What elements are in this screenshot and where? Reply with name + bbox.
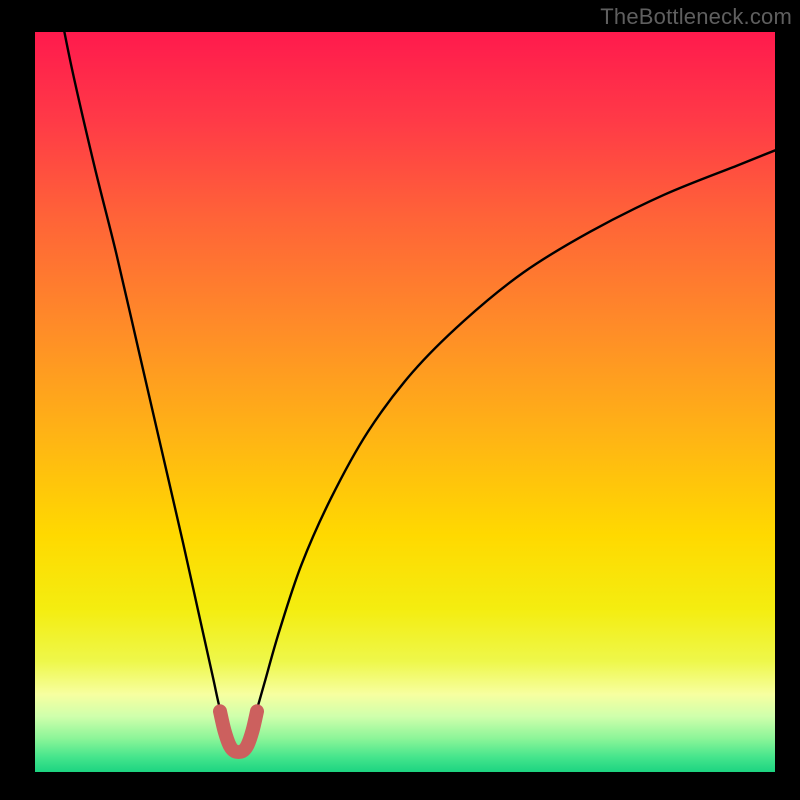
chart-background	[35, 32, 775, 772]
watermark-text: TheBottleneck.com	[600, 4, 792, 30]
bottleneck-chart	[0, 0, 800, 800]
